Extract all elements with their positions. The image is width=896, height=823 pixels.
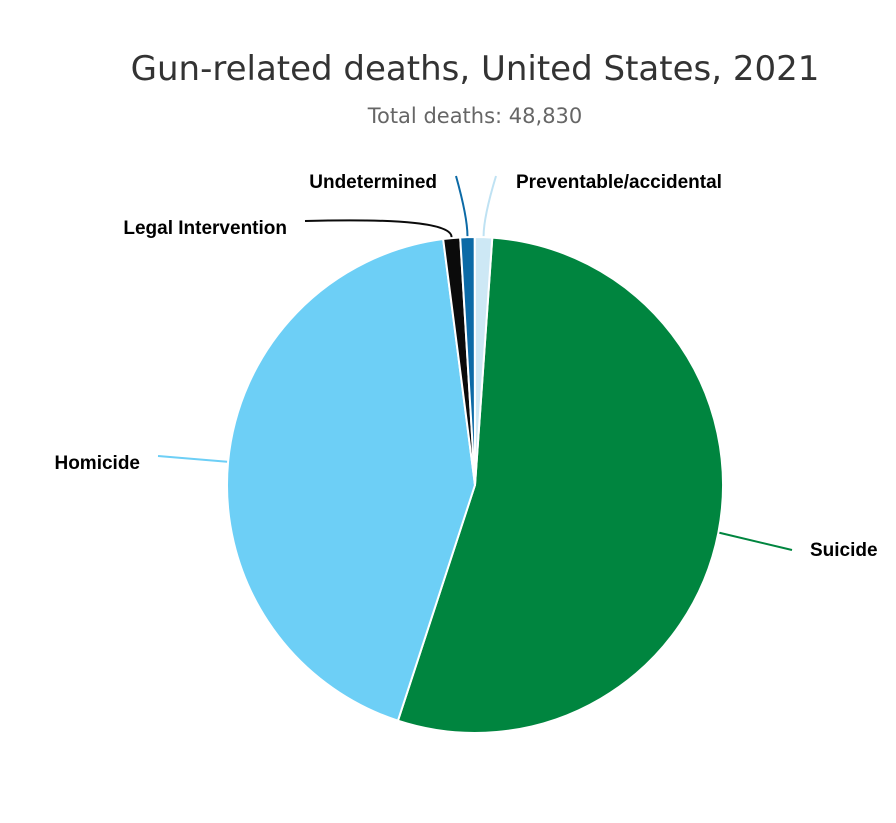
chart-subtitle: Total deaths: 48,830 xyxy=(367,104,583,128)
slice-label-homicide: Homicide xyxy=(54,453,140,474)
pie-slice-suicide xyxy=(396,236,724,734)
leader-line-homicide xyxy=(157,455,228,463)
pie-slices xyxy=(226,235,724,734)
leader-lines xyxy=(157,175,793,551)
slice-label-preventable-accidental: Preventable/accidental xyxy=(516,172,722,193)
leader-line-undetermined xyxy=(455,175,469,237)
leader-line-suicide xyxy=(719,531,793,551)
slice-labels: Suicide Homicide Legal Intervention Undeter… xyxy=(54,172,877,561)
leader-line-preventable-accidental xyxy=(482,175,497,237)
chart-title: Gun-related deaths, United States, 2021 xyxy=(131,49,820,89)
slice-label-suicide: Suicide xyxy=(810,540,878,561)
pie-slice-preventable-accidental xyxy=(473,235,494,486)
slice-label-legal-intervention: Legal Intervention xyxy=(123,218,287,239)
pie-slice-homicide xyxy=(226,238,476,722)
slice-label-undetermined: Undetermined xyxy=(309,172,437,193)
leader-line-legal-intervention xyxy=(304,219,453,238)
